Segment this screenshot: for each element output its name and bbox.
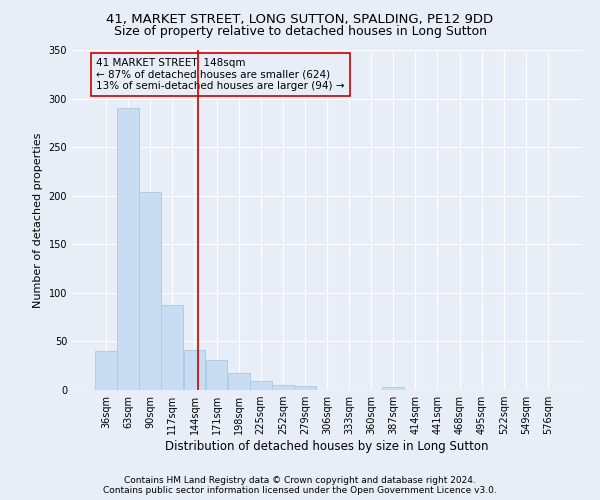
Bar bbox=[117, 108, 139, 390]
Bar bbox=[382, 387, 404, 390]
X-axis label: Distribution of detached houses by size in Long Sutton: Distribution of detached houses by size … bbox=[165, 440, 489, 453]
Text: Size of property relative to detached houses in Long Sutton: Size of property relative to detached ho… bbox=[113, 25, 487, 38]
Bar bbox=[250, 382, 272, 390]
Y-axis label: Number of detached properties: Number of detached properties bbox=[33, 132, 43, 308]
Bar bbox=[184, 350, 205, 390]
Bar bbox=[272, 385, 294, 390]
Bar bbox=[294, 386, 316, 390]
Bar bbox=[206, 360, 227, 390]
Text: Contains public sector information licensed under the Open Government Licence v3: Contains public sector information licen… bbox=[103, 486, 497, 495]
Text: 41, MARKET STREET, LONG SUTTON, SPALDING, PE12 9DD: 41, MARKET STREET, LONG SUTTON, SPALDING… bbox=[106, 12, 494, 26]
Text: 41 MARKET STREET: 148sqm
← 87% of detached houses are smaller (624)
13% of semi-: 41 MARKET STREET: 148sqm ← 87% of detach… bbox=[96, 58, 344, 91]
Bar bbox=[95, 351, 117, 390]
Bar bbox=[139, 192, 161, 390]
Bar bbox=[161, 304, 183, 390]
Bar bbox=[228, 374, 250, 390]
Text: Contains HM Land Registry data © Crown copyright and database right 2024.: Contains HM Land Registry data © Crown c… bbox=[124, 476, 476, 485]
